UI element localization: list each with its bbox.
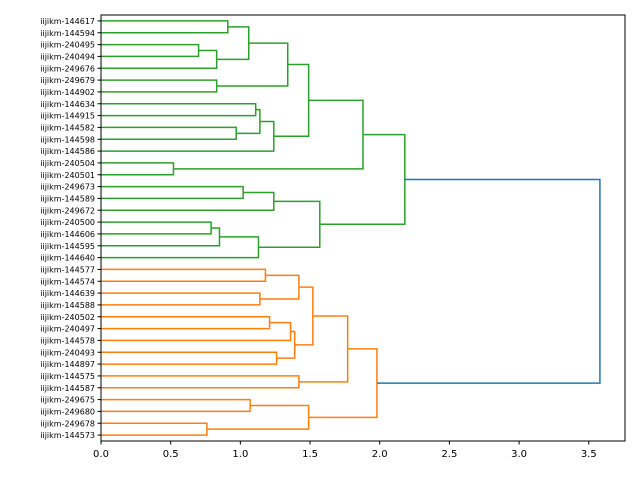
dendrogram-link [294,286,314,346]
dendrogram-link [216,26,250,61]
leaf-label: iijikm-240493 [40,348,95,357]
leaf-label: iijikm-249672 [40,206,95,215]
dendrogram-link [101,79,218,93]
dendrogram-link [101,398,251,413]
leaf-label: iijikm-144594 [40,29,95,38]
leaf-label: iijikm-144606 [40,230,95,239]
x-tick-label: 2.0 [372,449,388,460]
dendrogram-link [101,120,275,152]
x-tick-label: 0.5 [163,449,179,460]
leaf-label: iijikm-249675 [40,396,95,405]
dendrogram-link [276,330,296,359]
x-tick-label: 1.5 [302,449,318,460]
x-tick-label: 0.0 [93,449,109,460]
leaf-label: iijikm-144595 [40,242,95,251]
leaf-label: iijikm-144582 [40,123,95,132]
x-tick-label: 2.5 [441,449,457,460]
leaf-label: iijikm-144902 [40,88,95,97]
dendrogram-link [101,43,200,58]
dendrogram-link [216,42,289,87]
leaf-label: iijikm-249680 [40,407,95,416]
dendrogram-link [173,99,364,170]
leaf-label: iijikm-249673 [40,183,95,192]
plot-frame [100,14,626,442]
leaf-label: iijikm-240500 [40,218,95,227]
dendrogram-link [101,185,244,200]
leaf-label: iijikm-144587 [40,384,95,393]
dendrogram-link [308,348,378,419]
dendrogram-link [101,162,175,176]
leaf-label: iijikm-240504 [40,159,95,168]
leaf-label: iijikm-249678 [40,419,95,428]
x-axis-ticks: 0.0 0.5 1.0 1.5 2.0 2.5 3.0 3.5 [93,441,597,460]
leaf-labels: iijikm-144617 iijikm-144594 iijikm-240495 i… [40,17,101,440]
leaf-label: iijikm-240502 [40,313,95,322]
dendrogram-link [101,375,300,389]
leaf-label: iijikm-144617 [40,17,95,26]
dendrogram-link [376,178,601,384]
leaf-label: iijikm-249676 [40,64,95,73]
leaf-label: iijikm-240501 [40,171,95,180]
leaf-label: iijikm-144578 [40,336,95,345]
dendrogram-link [101,292,261,306]
leaf-label: iijikm-144640 [40,254,95,263]
leaf-label: iijikm-144573 [40,431,95,440]
leaf-label: iijikm-144574 [40,277,95,286]
leaf-label: iijikm-144586 [40,147,95,156]
dendrogram-link [101,321,292,342]
dendrogram-link [101,236,260,259]
x-tick-label: 1.0 [232,449,248,460]
leaf-label: iijikm-144577 [40,265,95,274]
leaf-label: iijikm-144589 [40,194,95,203]
dendrogram-link [206,404,310,430]
dendrogram-link [101,351,278,365]
dendrogram-link [101,227,221,247]
leaf-label: iijikm-144915 [40,112,95,121]
dendrogram-link [101,268,267,282]
leaf-label: iijikm-249679 [40,76,95,85]
dendrogram-link [298,315,349,383]
dendrogram-link [101,221,212,235]
dendrogram-link [101,191,275,211]
dendrogram-link [101,20,229,34]
leaf-label: iijikm-240495 [40,41,95,50]
leaf-label: iijikm-240497 [40,325,95,334]
dendrogram-link [236,108,261,135]
leaf-label: iijikm-144588 [40,301,95,310]
leaf-label: iijikm-144634 [40,100,95,109]
dendrogram-link [101,49,218,69]
leaf-label: iijikm-144897 [40,360,95,369]
x-tick-label: 3.5 [581,449,597,460]
leaf-label: iijikm-144575 [40,372,95,381]
leaf-label: iijikm-144598 [40,135,95,144]
dendrogram-link [101,316,271,330]
dendrogram-link [101,422,208,436]
dendrogram-link [101,126,237,140]
dendrogram-link [273,63,310,138]
dendrogram-link [101,103,257,117]
leaf-label: iijikm-240494 [40,52,95,61]
dendrogram-links [101,20,601,436]
leaf-label: iijikm-144639 [40,289,95,298]
dendrogram-link [258,200,321,248]
x-tick-label: 3.0 [511,449,527,460]
